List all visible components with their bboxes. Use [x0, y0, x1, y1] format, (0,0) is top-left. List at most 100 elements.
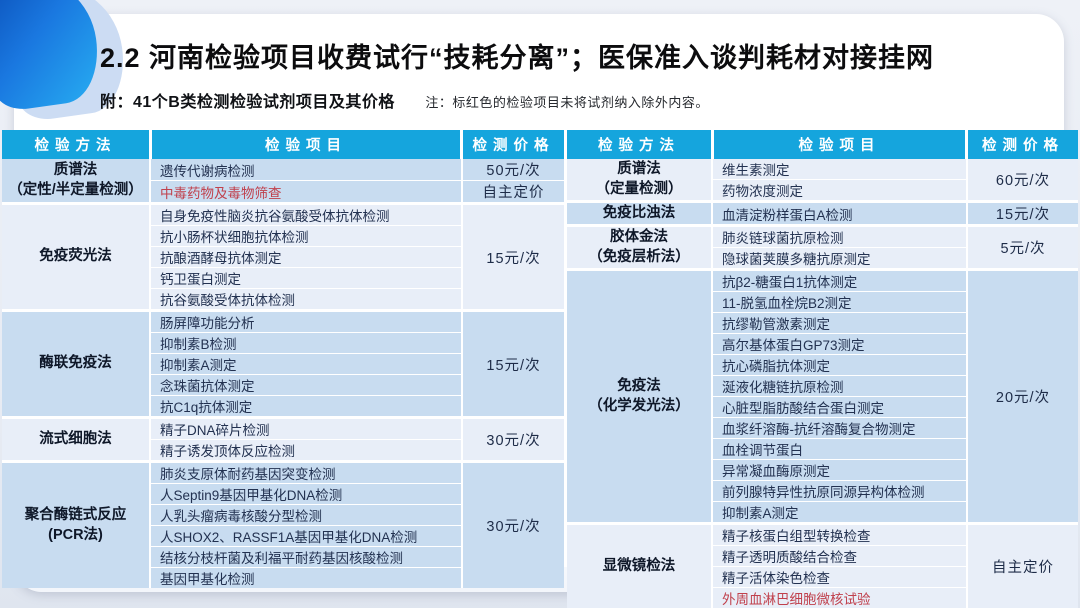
- method-group-row: 胶体金法 （免疫层析法） 肺炎链球菌抗原检测 隐球菌荚膜多糖抗原测定 5元/次: [567, 224, 1078, 268]
- price-cell: 20元/次: [968, 271, 1078, 522]
- item-cell: 11-脱氢血栓烷B2测定: [713, 291, 966, 312]
- item-cell: 精子DNA碎片检测: [151, 419, 461, 439]
- method-group-row: 聚合酶链式反应 (PCR法) 肺炎支原体耐药基因突变检测 人Septin9基因甲基化D…: [2, 460, 564, 588]
- page-title: 2.2 河南检验项目收费试行“技耗分离”；医保准入谈判耗材对接挂网: [100, 43, 935, 73]
- subtitle-row: 附：41个B类检测检验试剂项目及其价格 注：标红色的检验项目未将试剂纳入除外内容…: [100, 88, 1030, 112]
- item-cell: 基因甲基化检测: [151, 567, 461, 588]
- item-cell: 抗β2-糖蛋白1抗体测定: [713, 271, 966, 291]
- method-group-row: 酶联免疫法 肠屏障功能分析 抑制素B检测 抑制素A测定 念珠菌抗体测定 抗C1q抗体测定 1…: [2, 309, 564, 416]
- item-cell: 抗C1q抗体测定: [151, 395, 461, 416]
- item-column: 遗传代谢病检测 中毒药物及毒物筛查: [149, 159, 461, 202]
- price-column: 60元/次: [966, 159, 1078, 200]
- method-cell: 显微镜检法: [567, 525, 711, 608]
- item-cell: 中毒药物及毒物筛查: [151, 180, 461, 202]
- item-cell: 遗传代谢病检测: [151, 159, 461, 180]
- method-label: 免疫法: [617, 377, 661, 394]
- item-cell: 异常凝血酶原测定: [713, 459, 966, 480]
- item-cell: 抗谷氨酸受体抗体检测: [151, 288, 461, 309]
- method-label: 聚合酶链式反应: [24, 506, 127, 523]
- method-label: （定性/半定量检测）: [8, 181, 143, 198]
- item-cell: 前列腺特异性抗原同源异构体检测: [713, 480, 966, 501]
- method-label: 胶体金法: [610, 228, 668, 245]
- method-label: 质谱法: [617, 160, 661, 177]
- method-group-row: 质谱法 （定性/半定量检测） 遗传代谢病检测 中毒药物及毒物筛查 50元/次 自主定价: [2, 159, 564, 202]
- table-header-cell: 检验项目: [149, 130, 460, 159]
- attachment-label: 附：41个B类检测检验试剂项目及其价格: [100, 94, 395, 111]
- item-cell: 人Septin9基因甲基化DNA检测: [151, 483, 461, 504]
- item-cell: 血栓调节蛋白: [713, 438, 966, 459]
- method-label: 质谱法: [53, 161, 98, 178]
- item-cell: 高尔基体蛋白GP73测定: [713, 333, 966, 354]
- note-label: 注：标红色的检验项目未将试剂纳入除外内容。: [425, 95, 709, 110]
- table-header-row: 检验方法 检验项目 检测价格: [567, 130, 1078, 159]
- method-label: （免疫层析法）: [588, 248, 690, 265]
- method-label: (PCR法): [48, 526, 103, 543]
- method-group-row: 免疫荧光法 自身免疫性脑炎抗谷氨酸受体抗体检测 抗小肠杯状细胞抗体检测 抗酿酒酵母抗体…: [2, 202, 564, 309]
- item-cell: 人SHOX2、RASSF1A基因甲基化DNA检测: [151, 525, 461, 546]
- item-cell: 抗小肠杯状细胞抗体检测: [151, 225, 461, 246]
- item-cell: 血清淀粉样蛋白A检测: [713, 203, 966, 224]
- item-cell: 隐球菌荚膜多糖抗原测定: [713, 247, 966, 268]
- item-cell: 人乳头瘤病毒核酸分型检测: [151, 504, 461, 525]
- fee-table: 检验方法 检验项目 检测价格质谱法 （定性/半定量检测） 遗传代谢病检测 中毒药物及毒物筛…: [2, 130, 564, 588]
- price-column: 自主定价: [966, 525, 1078, 608]
- method-cell: 免疫荧光法: [2, 205, 149, 309]
- table-body: 质谱法 （定量检测） 维生素测定 药物浓度测定 60元/次 免疫比浊法 血清淀粉样蛋白A检测…: [567, 159, 1078, 608]
- item-cell: 自身免疫性脑炎抗谷氨酸受体抗体检测: [151, 205, 461, 225]
- price-column: 15元/次: [461, 312, 564, 416]
- method-cell: 聚合酶链式反应 (PCR法): [2, 463, 149, 588]
- price-column: 50元/次 自主定价: [461, 159, 564, 202]
- item-cell: 肺炎链球菌抗原检测: [713, 227, 966, 247]
- item-column: 维生素测定 药物浓度测定: [711, 159, 966, 200]
- method-cell: 胶体金法 （免疫层析法）: [567, 227, 711, 268]
- item-column: 肺炎链球菌抗原检测 隐球菌荚膜多糖抗原测定: [711, 227, 966, 268]
- item-cell: 精子诱发顶体反应检测: [151, 439, 461, 460]
- fee-tables: 检验方法 检验项目 检测价格 质谱法 （定性/半定量检测） 遗传代谢病检测 中毒药物及毒物筛…: [2, 130, 1078, 608]
- table-body: 质谱法 （定性/半定量检测） 遗传代谢病检测 中毒药物及毒物筛查 50元/次 自主定价 免疫…: [2, 159, 564, 588]
- item-column: 自身免疫性脑炎抗谷氨酸受体抗体检测 抗小肠杯状细胞抗体检测 抗酿酒酵母抗体测定 钙卫蛋…: [149, 205, 461, 309]
- item-column: 抗β2-糖蛋白1抗体测定 11-脱氢血栓烷B2测定 抗缪勒管激素测定 高尔基体蛋白GP…: [711, 271, 966, 522]
- item-cell: 抑制素B检测: [151, 332, 461, 353]
- price-cell: 自主定价: [968, 525, 1078, 608]
- price-column: 30元/次: [461, 419, 564, 460]
- method-group-row: 免疫比浊法 血清淀粉样蛋白A检测 15元/次: [567, 200, 1078, 224]
- item-cell: 血浆纤溶酶-抗纤溶酶复合物测定: [713, 417, 966, 438]
- price-cell: 自主定价: [463, 180, 564, 202]
- method-label: 酶联免疫法: [39, 355, 112, 372]
- table-header-cell: 检验方法: [567, 130, 711, 159]
- price-column: 5元/次: [966, 227, 1078, 268]
- item-cell: 药物浓度测定: [713, 179, 966, 200]
- item-cell: 维生素测定: [713, 159, 966, 179]
- item-cell: 心脏型脂肪酸结合蛋白测定: [713, 396, 966, 417]
- price-column: 20元/次: [966, 271, 1078, 522]
- method-label: （定量检测）: [595, 180, 683, 197]
- item-cell: 抗心磷脂抗体测定: [713, 354, 966, 375]
- price-cell: 30元/次: [463, 463, 564, 588]
- table-header-row: 检验方法 检验项目 检测价格: [2, 130, 564, 159]
- method-group-row: 流式细胞法 精子DNA碎片检测 精子诱发顶体反应检测 30元/次: [2, 416, 564, 460]
- method-cell: 质谱法 （定性/半定量检测）: [2, 159, 149, 202]
- item-cell: 精子透明质酸结合检查: [713, 545, 966, 566]
- table-header-cell: 检验项目: [711, 130, 965, 159]
- price-cell: 15元/次: [968, 203, 1078, 224]
- item-cell: 抗缪勒管激素测定: [713, 312, 966, 333]
- method-label: 显微镜检法: [602, 557, 676, 574]
- item-column: 血清淀粉样蛋白A检测: [711, 203, 966, 224]
- item-cell: 念珠菌抗体测定: [151, 374, 461, 395]
- item-column: 精子DNA碎片检测 精子诱发顶体反应检测: [149, 419, 461, 460]
- price-cell: 60元/次: [968, 159, 1078, 200]
- item-cell: 抗酿酒酵母抗体测定: [151, 246, 461, 267]
- method-group-row: 免疫法 （化学发光法） 抗β2-糖蛋白1抗体测定 11-脱氢血栓烷B2测定 抗缪勒管激素…: [567, 268, 1078, 522]
- item-cell: 肺炎支原体耐药基因突变检测: [151, 463, 461, 483]
- method-label: 流式细胞法: [39, 430, 112, 447]
- item-cell: 精子核蛋白组型转换检查: [713, 525, 966, 545]
- price-column: 15元/次: [966, 203, 1078, 224]
- item-cell: 钙卫蛋白测定: [151, 267, 461, 288]
- method-cell: 质谱法 （定量检测）: [567, 159, 711, 200]
- price-cell: 15元/次: [463, 205, 564, 309]
- item-cell: 涎液化糖链抗原检测: [713, 375, 966, 396]
- price-cell: 15元/次: [463, 312, 564, 416]
- table-header-cell: 检验方法: [2, 130, 149, 159]
- method-group-row: 质谱法 （定量检测） 维生素测定 药物浓度测定 60元/次: [567, 159, 1078, 200]
